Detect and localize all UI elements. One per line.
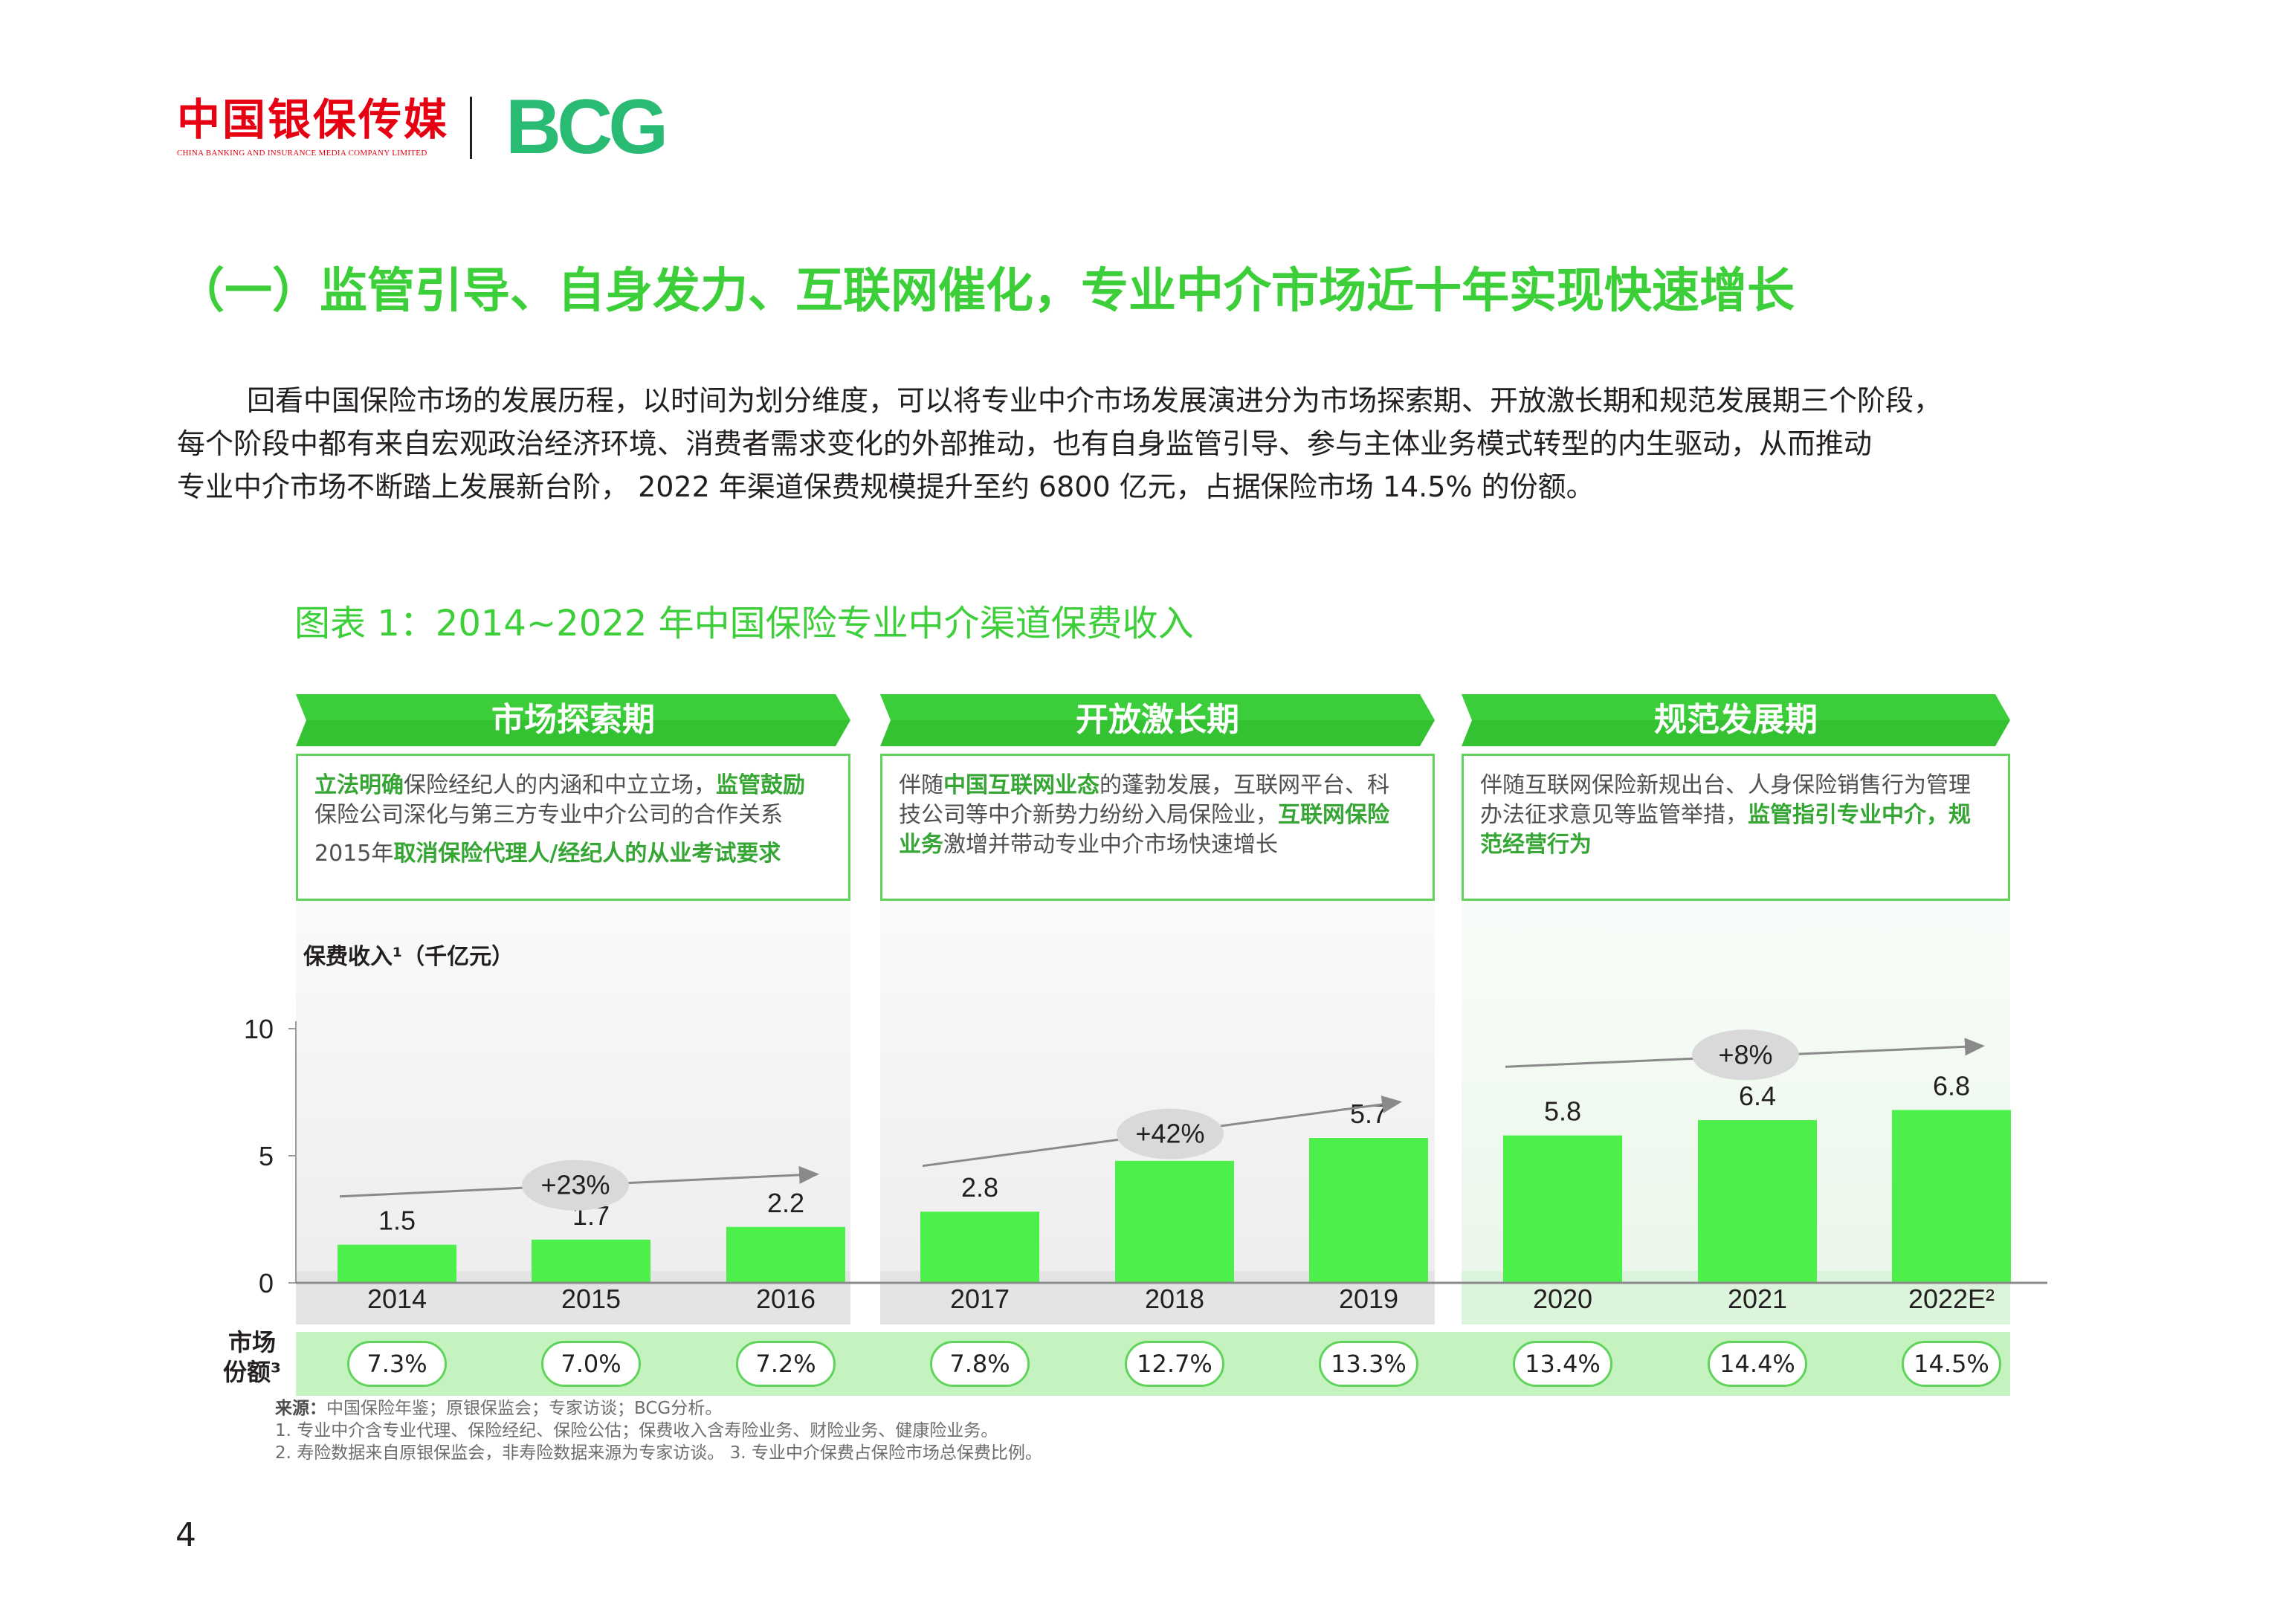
market-share-label-line: 份额³: [223, 1358, 282, 1386]
source-notes: 来源：中国保险年鉴；原银保监会；专家访谈；BCG分析。 1. 专业中介含专业代理…: [275, 1397, 1042, 1464]
market-share-pill: 7.0%: [541, 1341, 641, 1387]
phase-name: 规范发展期: [1654, 701, 1818, 739]
description-text: 伴随互联网保险新规出台、人身保险销售行为管理: [1480, 772, 1971, 798]
axis-strip-3: [1462, 1271, 2010, 1324]
description-emphasis: 中国互联网业态: [943, 772, 1099, 798]
market-share-pill: 7.3%: [347, 1341, 447, 1387]
paragraph-line: 回看中国保险市场的发展历程，以时间为划分维度，可以将专业中介市场发展演进分为市场…: [247, 384, 1943, 417]
source-line-bold: 来源：: [275, 1399, 326, 1418]
description-text: 保险经纪人的内涵和中立立场，: [404, 772, 716, 798]
axis-strip-1: [296, 1271, 850, 1324]
section-heading: （一）监管引导、自身发力、互联网催化，专业中介市场近十年实现快速增长: [177, 264, 1795, 319]
banner-arrow-shape: [296, 694, 850, 746]
axis-strip-2: [880, 1271, 1435, 1324]
description-text: 办法征求意见等监管举措，: [1480, 802, 1748, 828]
phase-description-2: 伴随中国互联网业态的蓬勃发展，互联网平台、科 技公司等中介新势力纷纷入局保险业，互…: [880, 754, 1435, 901]
description-text: 2015年: [314, 841, 394, 867]
market-share-pill: 7.8%: [930, 1341, 1030, 1387]
source-line-text: 中国保险年鉴；原银保监会；专家访谈；BCG分析。: [326, 1399, 723, 1418]
phase-description-3: 伴随互联网保险新规出台、人身保险销售行为管理 办法征求意见等监管举措，监管指引专业…: [1462, 754, 2010, 901]
cbim-logo-text: 中国银保传媒: [177, 94, 450, 145]
description-line: 办法征求意见等监管举措，监管指引专业中介，规: [1480, 800, 1992, 830]
market-share-pill: 13.3%: [1319, 1341, 1418, 1387]
description-line: 伴随中国互联网业态的蓬勃发展，互联网平台、科: [899, 771, 1416, 800]
description-line: 范经营行为: [1480, 830, 1992, 860]
market-share-pill: 12.7%: [1125, 1341, 1224, 1387]
description-text: 的蓬勃发展，互联网平台、科: [1099, 772, 1389, 798]
description-emphasis: 监管鼓励: [716, 772, 805, 798]
description-text: 保险公司深化与第三方专业中介公司的合作关系: [314, 802, 783, 828]
description-line: 伴随互联网保险新规出台、人身保险销售行为管理: [1480, 771, 1992, 800]
description-emphasis: 互联网保险: [1278, 802, 1389, 828]
phase-name: 开放激长期: [1076, 701, 1239, 739]
figure-title: 图表 1：2014~2022 年中国保险专业中介渠道保费收入: [294, 603, 1194, 644]
description-emphasis: 立法明确: [314, 772, 404, 798]
y-tick-label: 10: [244, 1014, 274, 1044]
description-line: 技公司等中介新势力纷纷入局保险业，互联网保险: [899, 800, 1416, 830]
market-share-label: 市场 份额³: [223, 1327, 281, 1387]
bcg-logo: BCG: [506, 84, 668, 170]
body-paragraph: 回看中国保险市场的发展历程，以时间为划分维度，可以将专业中介市场发展演进分为市场…: [177, 379, 2110, 508]
description-emphasis: 监管指引专业中介，规: [1748, 802, 1971, 828]
phase-banner-2: 开放激长期: [880, 694, 1435, 746]
market-share-pill: 14.5%: [1902, 1341, 2001, 1387]
logo-divider: [470, 97, 472, 159]
source-line: 2. 寿险数据来自原银保监会，非寿险数据来源为专家访谈。 3. 专业中介保费占保…: [275, 1442, 1042, 1464]
description-text: 伴随: [899, 772, 943, 798]
source-line-text: 2. 寿险数据来自原银保监会，非寿险数据来源为专家访谈。 3. 专业中介保费占保…: [275, 1443, 1042, 1463]
description-line: 保险公司深化与第三方专业中介公司的合作关系: [314, 800, 832, 830]
source-line-text: 1. 专业中介含专业代理、保险经纪、保险公估；保费收入含寿险业务、财险业务、健康…: [275, 1421, 998, 1440]
page-number: 4: [175, 1516, 196, 1554]
source-line: 1. 专业中介含专业代理、保险经纪、保险公估；保费收入含寿险业务、财险业务、健康…: [275, 1420, 1042, 1442]
phase-banner-3: 规范发展期: [1462, 694, 2010, 746]
description-line: 立法明确保险经纪人的内涵和中立立场，监管鼓励: [314, 771, 832, 800]
description-emphasis: 业务: [899, 832, 943, 858]
paragraph-line: 每个阶段中都有来自宏观政治经济环境、消费者需求变化的外部推动，也有自身监管引导、…: [177, 427, 1873, 460]
phase-name: 市场探索期: [491, 701, 655, 739]
description-line: 业务激增并带动专业中介市场快速增长: [899, 830, 1416, 860]
market-share-pill: 14.4%: [1708, 1341, 1807, 1387]
market-share-pill: 13.4%: [1513, 1341, 1612, 1387]
description-emphasis: 范经营行为: [1480, 832, 1592, 858]
phase-banner-1: 市场探索期: [296, 694, 850, 746]
description-line: 2015年取消保险代理人/经纪人的从业考试要求: [314, 839, 832, 869]
description-text: 技公司等中介新势力纷纷入局保险业，: [899, 802, 1278, 828]
market-share-pill: 7.2%: [736, 1341, 836, 1387]
y-tick-label: 5: [259, 1141, 274, 1171]
y-axis-title: 保费收入¹（千亿元）: [303, 944, 514, 970]
banner-arrow-shape: [880, 694, 1435, 746]
cbim-logo-subtitle: CHINA BANKING AND INSURANCE MEDIA COMPAN…: [177, 149, 427, 158]
description-text: 激增并带动专业中介市场快速增长: [943, 832, 1278, 858]
banner-arrow-shape: [1462, 694, 2010, 746]
market-share-label-line: 市场: [228, 1328, 277, 1356]
phase-description-1: 立法明确保险经纪人的内涵和中立立场，监管鼓励 保险公司深化与第三方专业中介公司的合…: [296, 754, 850, 901]
paragraph-line: 专业中介市场不断踏上发展新台阶， 2022 年渠道保费规模提升至约 6800 亿…: [177, 470, 1595, 503]
description-emphasis: 取消保险代理人/经纪人的从业考试要求: [393, 841, 781, 867]
y-tick-label: 0: [259, 1268, 274, 1298]
source-line: 来源：中国保险年鉴；原银保监会；专家访谈；BCG分析。: [275, 1397, 1042, 1420]
